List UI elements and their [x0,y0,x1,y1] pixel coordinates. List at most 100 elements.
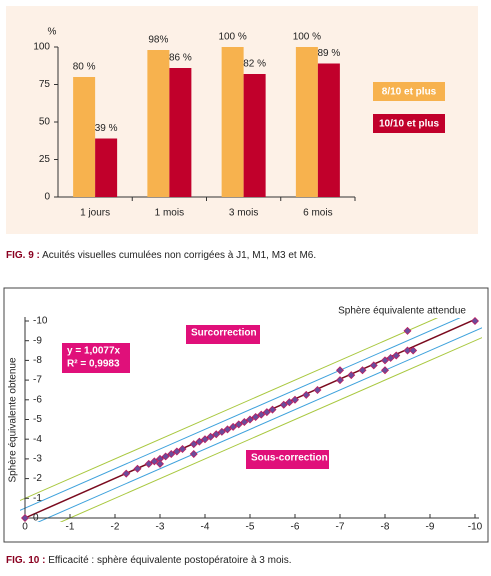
y-tick-label: 50 [39,117,51,128]
point [386,353,395,362]
x-tick-label: -2 [111,522,120,533]
equation-text: R² = 0,9983 [67,359,120,370]
y-tick-label: 0 [33,513,39,524]
bar [147,50,170,197]
value-label: 98% [148,35,168,46]
bar [317,63,340,197]
bar [73,77,96,197]
y-tick-label: -7 [33,375,42,386]
equation-text: y = 1,0077x [67,346,121,357]
point [133,464,142,473]
point [471,317,479,325]
over-label: Surcorrection [186,325,260,344]
point [172,447,181,456]
point [336,366,344,375]
point [268,405,277,414]
x-tick-label: -9 [426,522,435,533]
point [381,366,389,375]
value-label: 100 % [218,32,246,43]
legend-swatch [373,82,445,101]
bar [95,138,118,197]
x-tick-label: -4 [201,522,210,533]
point [257,410,266,419]
point [262,408,271,417]
value-label: 39 % [95,123,118,134]
point [201,435,209,444]
point [302,390,311,399]
point [217,427,226,436]
point [240,417,249,426]
y-axis-title: Sphère équivalente obtenue [8,357,19,483]
under-label-text: Sous-correction [251,453,328,464]
y-tick-label: 100 [33,42,50,53]
legend-label: 8/10 et plus [382,87,437,98]
equation: y = 1,0077x R² = 0,9983 [62,343,130,373]
point [178,445,187,454]
point [150,457,159,466]
point [206,432,215,441]
point [251,413,260,422]
y-tick-label: -10 [33,316,48,327]
point [161,452,170,461]
caption-text: Efficacité : sphère équivalente postopér… [48,555,291,566]
value-label: 80 % [73,62,96,73]
tolerance-line [20,318,439,502]
point [279,400,288,409]
value-label: 100 % [293,32,321,43]
value-label: 86 % [169,53,192,64]
point [358,366,367,375]
x-axis-title: Sphère équivalente attendue [338,306,466,317]
caption-text: Acuités visuelles cumulées non corrigées… [42,250,316,261]
point [403,346,412,355]
x-tick-label: -6 [291,522,300,533]
caption-label: FIG. 9 : [6,250,40,261]
caption-label: FIG. 10 : [6,555,45,566]
under-label-box [246,450,329,469]
point [156,459,164,468]
point [409,346,418,355]
bar [169,68,192,197]
legend-label: 10/10 et plus [379,119,439,130]
y-tick-label: 75 [39,79,51,90]
point [246,415,254,424]
x-tick-label: 1 mois [155,208,184,219]
x-tick-label: -7 [336,522,345,533]
under-label: Sous-correction [246,450,329,469]
caption: FIG. 10 : Efficacité : sphère équivalent… [6,555,292,566]
x-tick-label: 0 [22,522,28,533]
point [21,514,29,522]
y-tick-label: -4 [33,434,42,445]
point [392,351,401,360]
point [122,469,131,478]
over-label-box [186,325,260,344]
value-label: 82 % [243,59,266,70]
x-tick-label: -5 [246,522,255,533]
point [167,449,176,458]
x-tick-label: -1 [66,522,75,533]
y-tick-label: 25 [39,154,51,165]
point [212,430,221,439]
tolerance-line [37,327,482,522]
x-tick-label: -3 [156,522,165,533]
caption: FIG. 9 : Acuités visuelles cumulées non … [6,250,316,261]
y-tick-label: -2 [33,473,42,484]
bar [295,47,318,197]
y-tick-label: -8 [33,355,42,366]
x-tick-label: 3 mois [229,208,258,219]
point [195,437,204,446]
legend-item: 8/10 et plus [373,82,445,101]
point [234,420,243,429]
equation-box [62,343,130,373]
point [403,326,412,335]
x-tick-label: 1 jours [80,208,110,219]
point [381,356,389,365]
bar [221,47,244,197]
x-tick-label: -10 [468,522,483,533]
y-tick-label: -9 [33,335,42,346]
bar [243,74,266,197]
y-tick-label: -5 [33,414,42,425]
point [336,376,344,385]
y-tick-label: -3 [33,454,42,465]
point [223,425,232,434]
